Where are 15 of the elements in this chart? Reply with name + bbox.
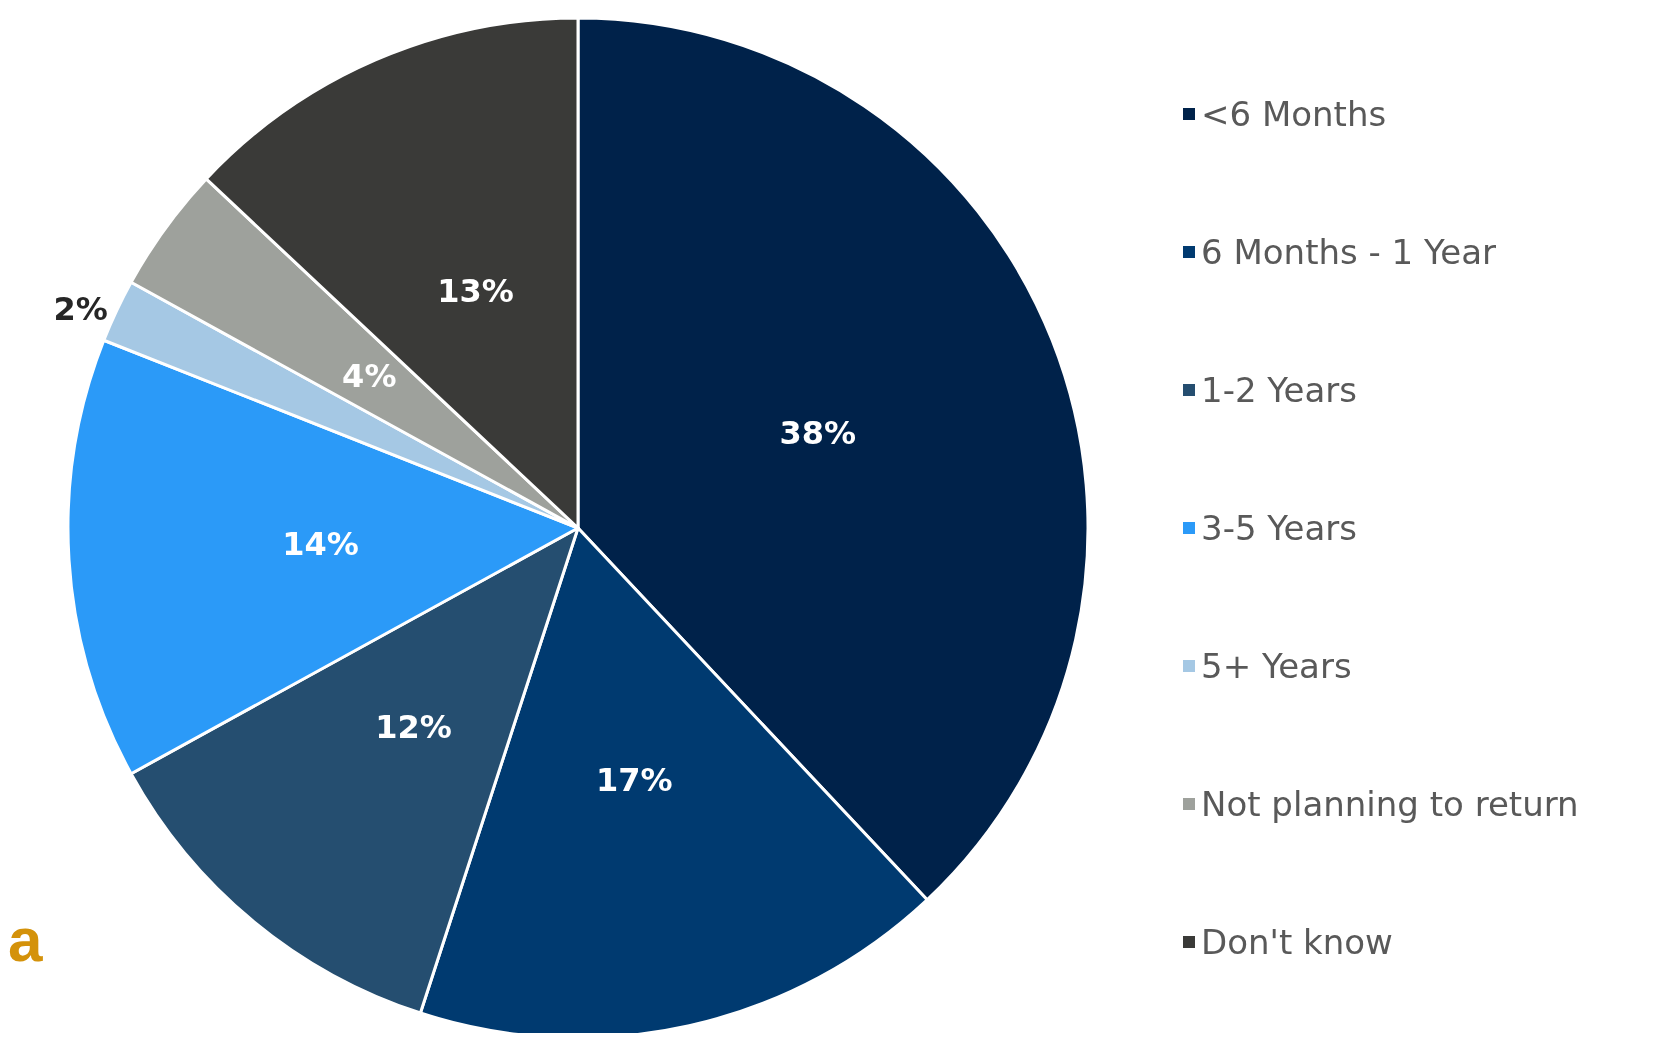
legend-label: <6 Months: [1201, 94, 1387, 134]
legend-label: Don't know: [1201, 922, 1393, 962]
legend-label: 1-2 Years: [1201, 370, 1358, 410]
legend-label: 3-5 Years: [1201, 508, 1358, 548]
data-label: 12%: [375, 707, 452, 746]
data-label: 17%: [595, 760, 673, 799]
data-label: 2%: [53, 290, 108, 329]
data-label: 4%: [342, 357, 397, 396]
legend-label: 6 Months - 1 Year: [1201, 232, 1497, 272]
data-label: 14%: [282, 525, 359, 564]
data-label: 13%: [437, 272, 514, 311]
data-label: 38%: [779, 414, 857, 453]
legend-label: Not planning to return: [1201, 784, 1579, 824]
text: a: [8, 904, 43, 974]
legend-label: 5+ Years: [1201, 646, 1352, 686]
